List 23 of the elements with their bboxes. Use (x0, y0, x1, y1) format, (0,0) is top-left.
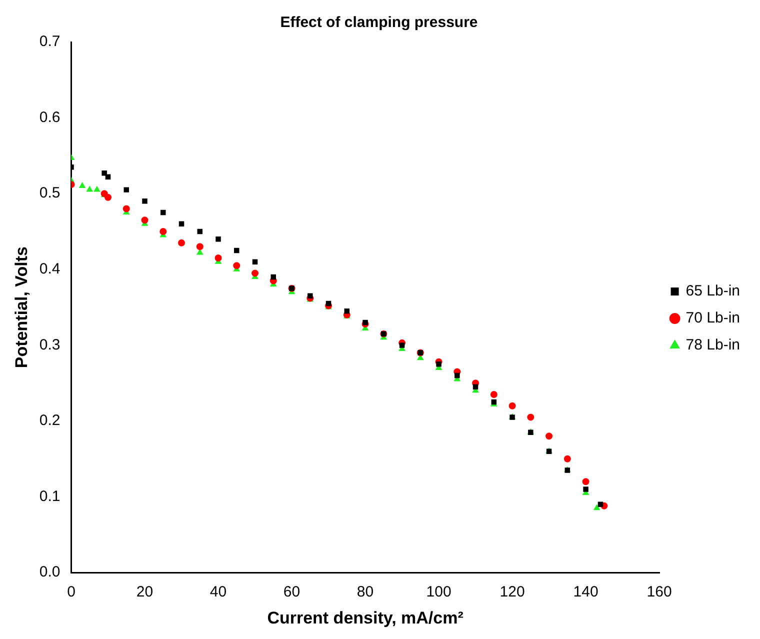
x-tick-label: 120 (500, 584, 525, 601)
legend-label: 70 Lb-in (686, 310, 740, 327)
x-axis-title: Current density, mA/cm² (267, 608, 464, 628)
y-tick-label: 0.7 (39, 33, 60, 50)
x-tick-label: 160 (646, 584, 672, 601)
x-tick-label: 80 (356, 584, 374, 601)
y-tick-label: 0.6 (39, 108, 60, 126)
y-tick-label: 0.2 (39, 412, 60, 430)
y-tick-label: 0.5 (39, 184, 60, 202)
x-tick-label: 60 (283, 584, 300, 601)
y-axis-title: Potential, Volts (12, 246, 31, 368)
legend-label: 78 Lb-in (686, 336, 740, 354)
y-tick-label: 0.3 (39, 336, 60, 354)
y-tick-label: 0.1 (39, 488, 60, 505)
y-tick-label: 0.0 (39, 564, 60, 581)
x-tick-label: 40 (210, 584, 227, 601)
legend-label: 65 Lb-in (686, 282, 740, 300)
x-tick-label: 0 (67, 584, 76, 601)
chart-title: Effect of clamping pressure (280, 14, 478, 32)
y-tick-label: 0.4 (39, 260, 60, 278)
x-tick-label: 100 (426, 584, 452, 601)
x-tick-label: 140 (573, 584, 598, 601)
x-tick-label: 20 (136, 584, 154, 601)
